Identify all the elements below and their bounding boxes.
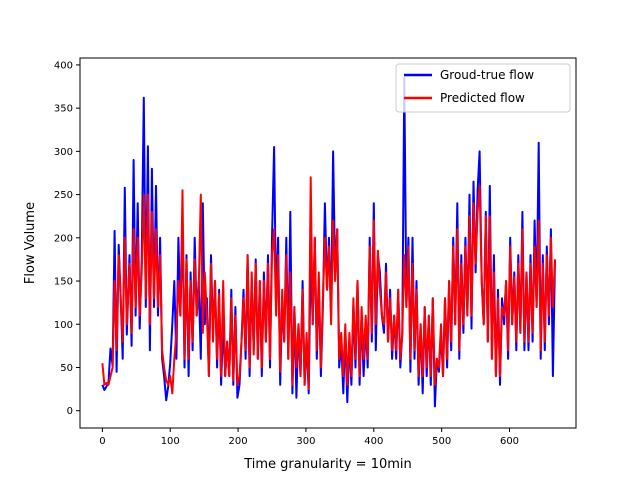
y-tick-label: 250 bbox=[54, 190, 73, 201]
x-axis-title: Time granularity = 10min bbox=[243, 457, 412, 472]
x-tick-label: 300 bbox=[296, 436, 315, 447]
series-line-predicted bbox=[101, 176, 556, 395]
y-tick-label: 200 bbox=[54, 233, 73, 244]
y-tick-label: 100 bbox=[54, 320, 73, 331]
legend-label-predicted: Predicted flow bbox=[440, 91, 525, 105]
y-tick-label: 400 bbox=[54, 60, 73, 71]
y-axis-title: Flow Volume bbox=[23, 202, 38, 284]
plot-frame bbox=[79, 57, 577, 429]
plot-area bbox=[101, 76, 556, 408]
x-tick-label: 500 bbox=[432, 436, 451, 447]
x-tick-label: 200 bbox=[229, 436, 248, 447]
y-tick-label: 50 bbox=[60, 363, 73, 374]
x-tick-label: 100 bbox=[161, 436, 180, 447]
y-tick-label: 0 bbox=[67, 406, 73, 417]
legend-box bbox=[395, 63, 571, 113]
x-tick-label: 600 bbox=[500, 436, 519, 447]
legend-label-ground-truth: Groud-true flow bbox=[440, 68, 534, 82]
series-line-ground-truth bbox=[101, 76, 556, 408]
y-tick-label: 300 bbox=[54, 147, 73, 158]
y-tick-label: 350 bbox=[54, 104, 73, 115]
y-axis: 0 50 100 150 200 250 300 350 400 bbox=[54, 60, 80, 417]
x-axis: 0 100 200 300 400 500 600 bbox=[99, 428, 519, 447]
x-tick-label: 400 bbox=[364, 436, 383, 447]
x-tick-label: 0 bbox=[99, 436, 105, 447]
y-tick-label: 150 bbox=[54, 277, 73, 288]
legend: Groud-true flow Predicted flow bbox=[395, 63, 571, 113]
